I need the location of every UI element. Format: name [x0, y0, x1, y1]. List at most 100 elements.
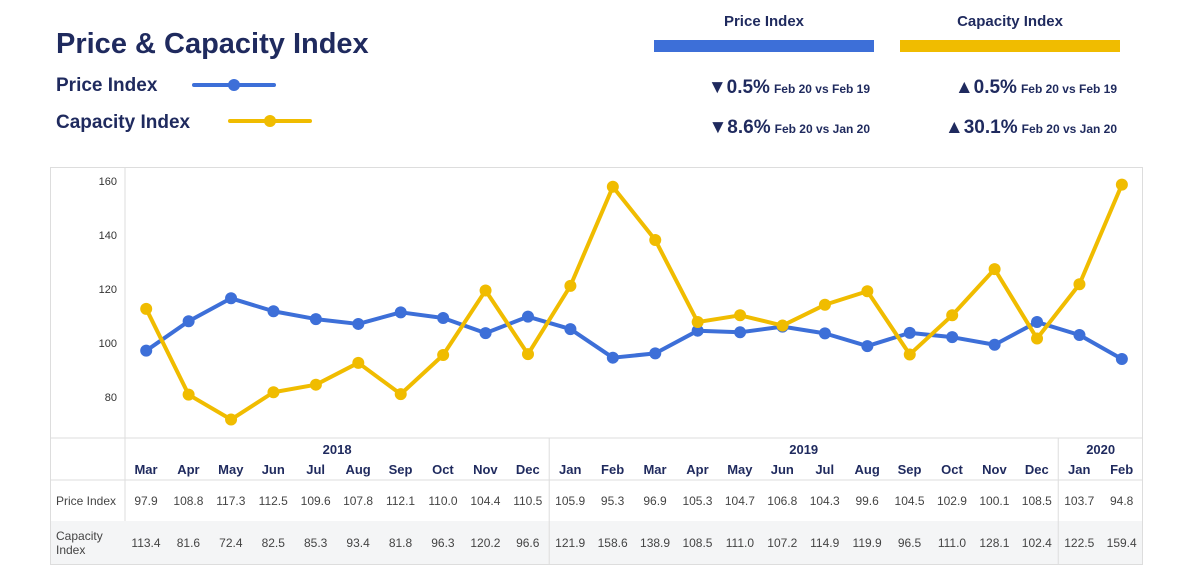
price-point[interactable] — [394, 306, 407, 319]
capacity-point[interactable] — [861, 285, 874, 298]
price-value-cell: 107.8 — [343, 494, 374, 508]
month-label: Jun — [770, 462, 794, 477]
y-tick-label: 160 — [98, 176, 117, 188]
month-label: Jan — [558, 462, 582, 477]
stat-compare: Feb 20 vs Feb 19 — [773, 82, 870, 96]
price-value-cell: 97.9 — [134, 494, 158, 508]
price-point[interactable] — [649, 347, 662, 360]
up-arrow-icon: ▲ — [944, 117, 964, 138]
capacity-point[interactable] — [352, 356, 365, 369]
price-point[interactable] — [946, 331, 959, 344]
capacity-point[interactable] — [776, 319, 789, 332]
price-value-cell: 117.3 — [216, 494, 246, 508]
y-tick-label: 140 — [98, 230, 117, 242]
price-point[interactable] — [691, 324, 704, 337]
month-label: Nov — [982, 462, 1007, 477]
year-label: 2019 — [789, 442, 819, 457]
price-point[interactable] — [521, 310, 534, 323]
capacity-value-cell: 102.4 — [1021, 536, 1052, 550]
price-point[interactable] — [1073, 329, 1086, 342]
capacity-point[interactable] — [394, 388, 407, 401]
capacity-value-cell: 107.2 — [767, 536, 798, 550]
stat-compare: Feb 20 vs Jan 20 — [774, 122, 870, 136]
price-point[interactable] — [352, 317, 365, 330]
month-label: Sep — [897, 462, 922, 477]
legend-capacity-label: Capacity Index — [56, 112, 191, 133]
capacity-point[interactable] — [225, 413, 238, 426]
capacity-point[interactable] — [140, 302, 153, 315]
capacity-point[interactable] — [734, 309, 747, 322]
legend-capacity-marker — [264, 115, 276, 127]
capacity-value-cell: 121.9 — [555, 536, 586, 550]
capacity-point[interactable] — [818, 298, 831, 311]
price-stat-yoy: ▼0.5% Feb 20 vs Feb 19 — [650, 77, 870, 99]
capacity-point[interactable] — [309, 378, 322, 391]
stat-pct: 0.5% — [726, 77, 770, 98]
capacity-point[interactable] — [182, 388, 195, 401]
capacity-point[interactable] — [903, 348, 916, 361]
price-value-cell: 108.8 — [173, 494, 204, 508]
price-point[interactable] — [1031, 316, 1044, 329]
year-label: 2020 — [1086, 442, 1116, 457]
price-value-cell: 109.6 — [300, 494, 331, 508]
price-point[interactable] — [309, 313, 322, 326]
capacity-point[interactable] — [437, 348, 450, 361]
price-value-cell: 105.3 — [682, 494, 713, 508]
month-label: Jul — [815, 462, 835, 477]
year-label: 2018 — [322, 442, 352, 457]
month-label: May — [727, 462, 753, 477]
capacity-point[interactable] — [691, 316, 704, 329]
price-point[interactable] — [818, 327, 831, 340]
capacity-point[interactable] — [521, 348, 534, 361]
capacity-point[interactable] — [1073, 278, 1086, 291]
price-point[interactable] — [140, 344, 153, 357]
price-value-cell: 104.3 — [809, 494, 840, 508]
down-arrow-icon: ▼ — [707, 77, 727, 98]
month-label: Sep — [388, 462, 413, 477]
month-label: Mar — [134, 462, 158, 477]
capacity-value-cell: 113.4 — [131, 536, 161, 550]
price-point[interactable] — [225, 292, 238, 305]
down-arrow-icon: ▼ — [708, 117, 728, 138]
price-value-cell: 94.8 — [1109, 494, 1134, 508]
capacity-value-cell: 138.9 — [640, 536, 671, 550]
capacity-point[interactable] — [564, 279, 577, 292]
stat-pct: 30.1% — [963, 117, 1018, 138]
capacity-point[interactable] — [606, 180, 619, 193]
price-point[interactable] — [734, 326, 747, 339]
price-point[interactable] — [479, 327, 492, 340]
price-point[interactable] — [267, 305, 280, 318]
stat-pct: 0.5% — [973, 77, 1017, 98]
month-label: Apr — [686, 462, 709, 477]
price-point[interactable] — [861, 340, 874, 353]
capacity-row-bg — [51, 521, 1142, 564]
month-label: Feb — [1110, 462, 1134, 477]
capacity-value-cell: 85.3 — [303, 536, 328, 550]
capacity-value-cell: 111.0 — [725, 536, 754, 550]
price-point[interactable] — [606, 351, 619, 364]
capacity-value-cell: 96.3 — [431, 536, 455, 550]
capacity-point[interactable] — [988, 263, 1001, 276]
capacity-point[interactable] — [1031, 332, 1044, 345]
legend-price-label: Price Index — [56, 75, 158, 96]
capacity-point[interactable] — [946, 309, 959, 322]
capacity-value-cell: 96.6 — [516, 536, 540, 550]
capacity-point[interactable] — [1115, 178, 1128, 191]
price-value-cell: 99.6 — [855, 494, 879, 508]
price-point[interactable] — [564, 323, 577, 336]
price-point[interactable] — [1115, 353, 1128, 366]
price-point[interactable] — [988, 338, 1001, 351]
capacity-point[interactable] — [479, 284, 492, 297]
capacity-point[interactable] — [267, 386, 280, 399]
stat-compare: Feb 20 vs Feb 19 — [1020, 82, 1117, 96]
price-value-cell: 110.0 — [428, 494, 458, 508]
capacity-value-cell: 114.9 — [810, 536, 840, 550]
price-value-cell: 96.9 — [643, 494, 667, 508]
price-point[interactable] — [437, 312, 450, 324]
price-value-cell: 106.8 — [767, 494, 798, 508]
capacity-point[interactable] — [649, 233, 662, 246]
price-point[interactable] — [182, 315, 195, 328]
month-label: Mar — [643, 462, 667, 477]
price-value-cell: 112.5 — [258, 494, 288, 508]
price-point[interactable] — [903, 326, 916, 339]
